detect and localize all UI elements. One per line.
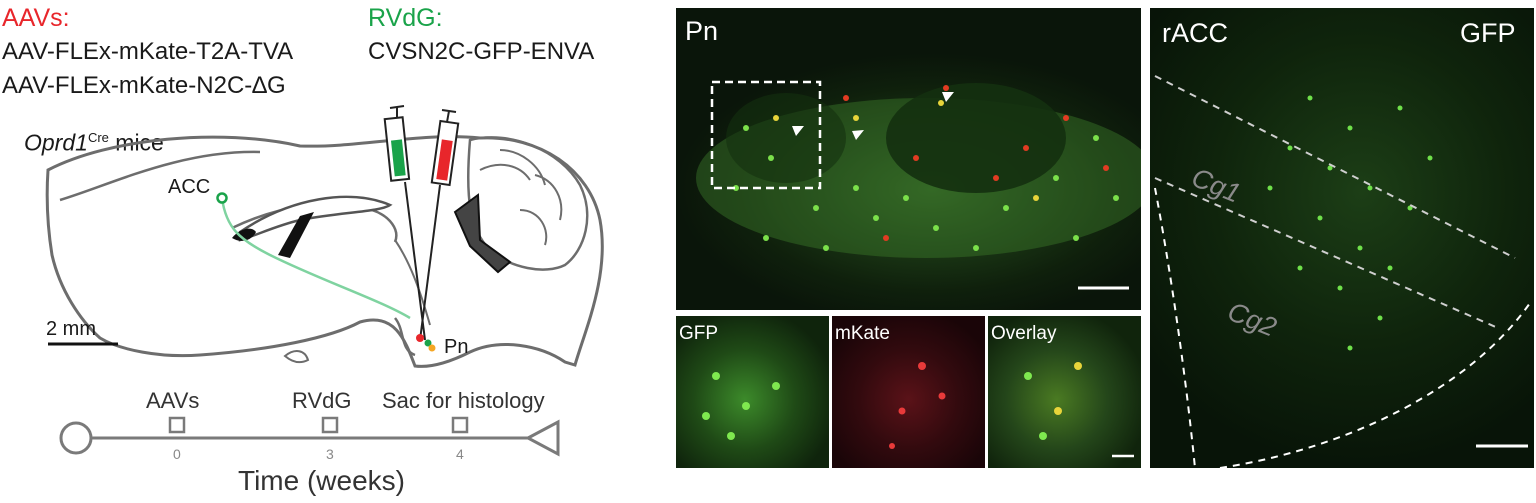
acc-marker [216, 192, 228, 204]
cg1-upper-boundary [1154, 75, 1516, 259]
mouse-gene-sup: Cre [87, 130, 109, 145]
mkate-inset-image [889, 362, 946, 449]
rvdg-syringe [383, 105, 426, 341]
tick-week-3 [321, 416, 339, 434]
rvdg-construct: CVSN2C-GFP-ENVA [368, 38, 595, 65]
acc-pn-projection [220, 197, 411, 320]
week-3-label: 3 [326, 446, 334, 462]
inset-box [710, 80, 822, 190]
aav-syringe [419, 109, 460, 341]
mouse-gene: Oprd1 [24, 129, 88, 156]
overlay-inset-label: Overlay [991, 323, 1057, 344]
pn-dot-orange [428, 344, 436, 352]
pn-dot-green [424, 339, 432, 347]
gfp-inset-image [702, 372, 780, 440]
gfp-inset: GFP [676, 316, 829, 468]
pituitary [283, 350, 310, 364]
pn-micrograph-image [696, 80, 1141, 290]
gfp-inset-label: GFP [679, 323, 719, 344]
brain-outline [45, 135, 604, 368]
racc-panel-label: rACC [1162, 18, 1228, 48]
event-sac-label: Sac for histology [382, 388, 545, 413]
pons-contour [393, 317, 416, 357]
third-ventricle [278, 212, 314, 258]
arrowhead-1 [792, 126, 804, 136]
brainstem-line [394, 239, 431, 326]
racc-micrograph-image [1154, 75, 1531, 468]
timeline-arrow [524, 419, 560, 457]
brain-frontal-line [59, 150, 261, 202]
scale-label: 2 mm [46, 318, 96, 340]
cerebellum-folia [479, 149, 563, 246]
mkate-inset: mKate [832, 316, 985, 468]
aav-construct-1: AAV-FLEx-mKate-T2A-TVA [2, 38, 294, 65]
cg1-cg2-boundary [1154, 177, 1499, 329]
overlay-inset-image [1024, 362, 1134, 458]
arrowhead-3 [942, 92, 954, 102]
racc-micrograph: rACC GFP Cg1 Cg2 [1150, 8, 1534, 468]
timeline-start [59, 421, 93, 455]
fourth-ventricle [453, 193, 512, 274]
mkate-inset-label: mKate [835, 323, 890, 344]
pn-dot-red [416, 334, 424, 342]
event-aavs-label: AAVs [146, 388, 200, 413]
tick-week-0 [168, 416, 186, 434]
timeline-axis-label: Time (weeks) [238, 465, 405, 496]
corpus-callosum-boundary [1219, 302, 1531, 468]
arrowhead-2 [852, 130, 864, 140]
lateral-ventricle [232, 228, 256, 241]
pn-label: Pn [444, 336, 469, 358]
week-4-label: 4 [456, 446, 464, 462]
corpus-callosum [238, 195, 393, 242]
racc-channel-label: GFP [1460, 18, 1516, 48]
aav-construct-2: AAV-FLEx-mKate-N2C-∆G [2, 72, 286, 99]
pn-panel-label: Pn [685, 16, 719, 46]
pn-micrograph: Pn [676, 8, 1141, 310]
rvdg-title: RVdG: [368, 4, 443, 32]
acc-label: ACC [168, 176, 211, 198]
tick-week-4 [451, 416, 469, 434]
event-rvdg-label: RVdG [292, 388, 352, 413]
timeline [59, 416, 560, 457]
brain-schematic [45, 105, 604, 368]
midline-boundary [1154, 187, 1196, 468]
aavs-title: AAVs: [2, 4, 70, 32]
overlay-inset: Overlay [988, 316, 1141, 468]
week-0-label: 0 [173, 446, 181, 462]
